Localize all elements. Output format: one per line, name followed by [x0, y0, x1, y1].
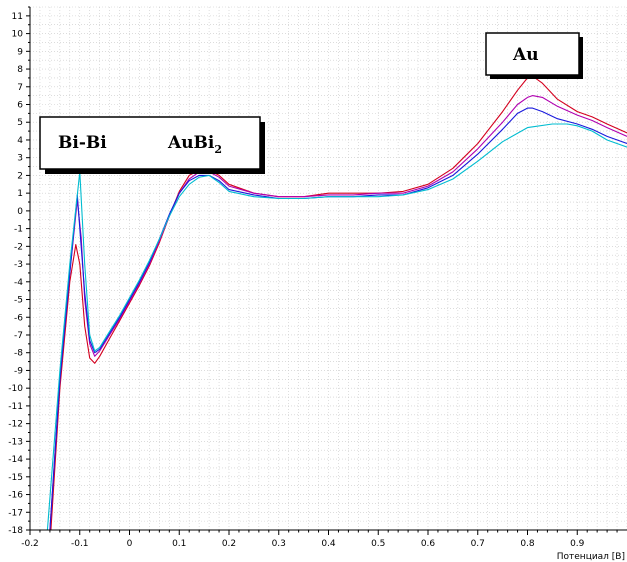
y-tick-label: 3: [17, 154, 23, 164]
y-tick-label: 6: [17, 101, 23, 111]
x-tick-label: 0.6: [421, 539, 436, 549]
x-tick-label: -0.1: [71, 539, 89, 549]
y-tick-label: -6: [14, 313, 23, 323]
series-line-4: [46, 123, 627, 531]
y-tick-label: 0: [17, 207, 23, 217]
y-tick-label: -12: [8, 420, 23, 430]
y-tick-label: 10: [12, 30, 24, 40]
y-tick-label: 2: [17, 171, 23, 181]
x-tick-label: 0.8: [520, 539, 535, 549]
y-tick-label: -5: [14, 296, 23, 306]
x-tick-label: 0: [127, 539, 133, 549]
y-tick-label: -16: [8, 491, 23, 501]
y-tick-label: 9: [17, 47, 23, 57]
x-tick-label: -0.2: [21, 539, 39, 549]
x-tick-label: 0.7: [471, 539, 485, 549]
y-tick-label: -15: [8, 473, 23, 483]
series-line-2: [49, 95, 627, 531]
x-tick-label: 0.5: [371, 539, 385, 549]
annotation-bi-bi-auBi2: Bi-Bi AuBi2: [39, 116, 265, 174]
x-tick-label: 0.1: [172, 539, 186, 549]
series-line-3: [49, 107, 627, 531]
grid: [30, 6, 627, 530]
y-tick-label: 11: [12, 12, 23, 22]
x-tick-label: 0.3: [272, 539, 286, 549]
x-tick-label: 0.9: [570, 539, 585, 549]
x-tick-label: 0.2: [222, 539, 236, 549]
y-tick-label: -9: [14, 366, 23, 376]
annotation-au-box: [485, 32, 580, 76]
y-tick-label: -7: [14, 331, 23, 341]
x-tick-label: 0.4: [321, 539, 336, 549]
x-axis-title: Потенциал [В]: [557, 552, 625, 562]
y-tick-label: 4: [17, 136, 23, 146]
y-tick-label: -4: [14, 278, 23, 288]
y-tick-label: -13: [8, 437, 23, 447]
axes: 11109876543210-1-2-3-4-5-6-7-8-9-10-11-1…: [8, 6, 627, 549]
annotation-aubi-label: AuBi: [167, 133, 215, 153]
y-tick-label: -3: [14, 260, 23, 270]
y-tick-label: -1: [14, 225, 23, 235]
annotation-bi-bi: Bi-Bi: [58, 133, 107, 153]
y-tick-label: 8: [17, 65, 23, 75]
y-tick-label: -14: [8, 455, 23, 465]
annotation-box: [39, 116, 261, 170]
annotation-au-group: Au: [485, 32, 583, 79]
annotation-aubi: AuBi2: [167, 133, 222, 156]
y-tick-label: 7: [17, 83, 23, 93]
y-tick-label: 1: [17, 189, 23, 199]
y-tick-label: -18: [8, 526, 23, 536]
annotation-aubi-subscript: 2: [214, 143, 222, 156]
y-tick-label: -17: [8, 508, 23, 518]
annotation-au: Au: [512, 45, 539, 65]
y-tick-label: -2: [14, 242, 23, 252]
y-tick-label: 5: [17, 118, 23, 128]
y-tick-label: -8: [14, 349, 23, 359]
y-tick-label: -10: [8, 384, 23, 394]
y-tick-label: -11: [8, 402, 23, 412]
